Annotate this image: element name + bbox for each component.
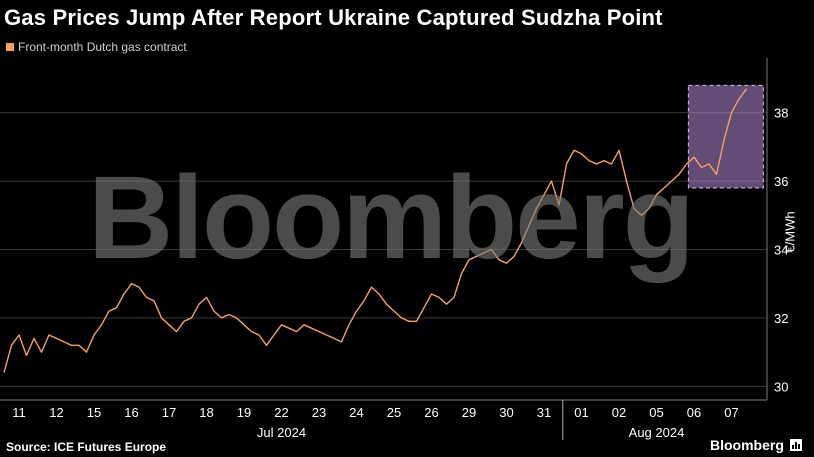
x-tick-label-29: 29: [462, 405, 476, 420]
x-tick-label-25: 25: [387, 405, 401, 420]
source-note: Source: ICE Futures Europe: [6, 440, 167, 454]
x-tick-label-12: 12: [49, 405, 63, 420]
x-tick-label-31: 31: [537, 405, 551, 420]
x-tick-label-26: 26: [424, 405, 438, 420]
y-tick-label-30: 30: [774, 379, 788, 394]
y-tick-label-34: 34: [774, 243, 788, 258]
x-tick-label-19: 19: [237, 405, 251, 420]
chart-title: Gas Prices Jump After Report Ukraine Cap…: [4, 5, 663, 30]
x-tick-label-18: 18: [199, 405, 213, 420]
x-group-label-0: Jul 2024: [257, 425, 306, 440]
x-tick-label-23: 23: [312, 405, 326, 420]
legend: Front-month Dutch gas contract: [6, 40, 187, 54]
y-tick-label-38: 38: [774, 106, 788, 121]
x-tick-label-06: 06: [687, 405, 701, 420]
x-tick-label-05: 05: [649, 405, 663, 420]
y-tick-label-32: 32: [774, 311, 788, 326]
x-tick-label-24: 24: [349, 405, 363, 420]
series-line: [3, 88, 748, 373]
x-tick-label-01: 01: [574, 405, 588, 420]
x-tick-label-02: 02: [612, 405, 626, 420]
legend-label: Front-month Dutch gas contract: [18, 40, 187, 54]
x-tick-label-07: 07: [724, 405, 738, 420]
highlight-box: [687, 84, 764, 189]
x-tick-label-30: 30: [499, 405, 513, 420]
x-tick-label-17: 17: [162, 405, 176, 420]
brand-logo: Bloomberg: [710, 437, 802, 453]
x-group-label-1: Aug 2024: [629, 425, 685, 440]
x-tick-label-15: 15: [87, 405, 101, 420]
brand-name: Bloomberg: [710, 437, 784, 453]
x-tick-label-11: 11: [12, 405, 26, 420]
x-tick-label-16: 16: [124, 405, 138, 420]
bar-chart-icon: [789, 439, 802, 451]
legend-swatch: [6, 43, 14, 51]
y-tick-label-36: 36: [774, 174, 788, 189]
x-tick-label-22: 22: [274, 405, 288, 420]
y-axis-label: €/MWh: [782, 211, 798, 253]
